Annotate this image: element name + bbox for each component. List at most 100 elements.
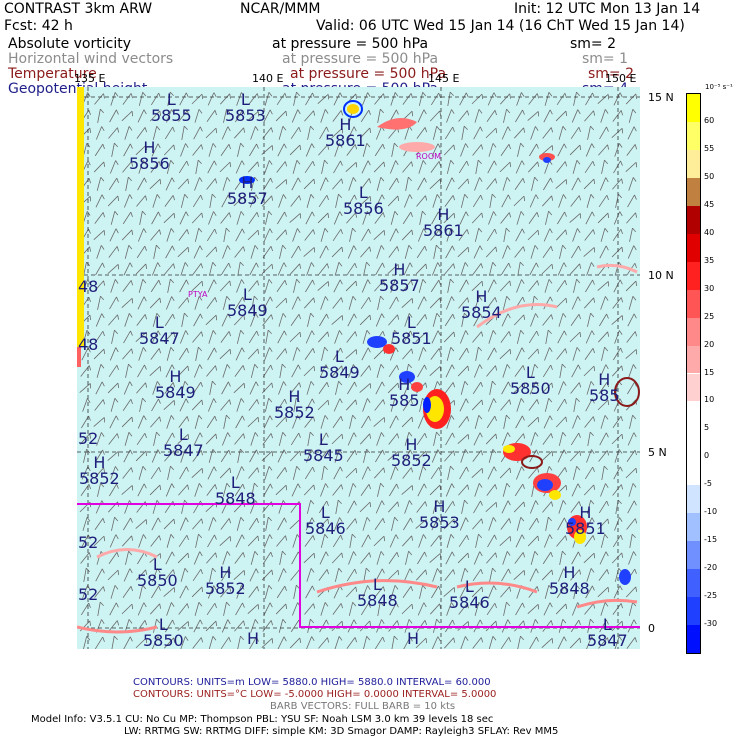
wind-barb bbox=[208, 636, 217, 649]
wind-barb bbox=[516, 92, 525, 106]
wind-barb bbox=[401, 485, 414, 495]
wind-barb bbox=[445, 177, 455, 191]
wind-barb bbox=[475, 533, 483, 548]
colorbar-tick-label: -10 bbox=[704, 507, 718, 517]
wind-barb bbox=[209, 380, 216, 395]
wind-barb bbox=[391, 329, 399, 344]
valid-time: Valid: 06 UTC Wed 15 Jan 14 (16 ChT Wed … bbox=[316, 18, 685, 34]
wind-barb bbox=[597, 94, 610, 104]
wind-barb bbox=[164, 450, 176, 462]
wind-barb bbox=[278, 381, 287, 395]
wind-barb bbox=[163, 212, 176, 224]
wind-barb bbox=[529, 568, 539, 582]
wind-barb bbox=[628, 296, 637, 310]
place-label: PTYA bbox=[188, 290, 208, 299]
wind-barb bbox=[613, 398, 623, 412]
wind-barb bbox=[289, 331, 302, 343]
wind-barb bbox=[150, 466, 161, 480]
wind-barb bbox=[221, 381, 231, 395]
wind-barb bbox=[94, 586, 106, 598]
wind-barb bbox=[107, 264, 120, 274]
wind-barb bbox=[137, 364, 147, 378]
wind-barb bbox=[570, 501, 581, 513]
wind-barb bbox=[443, 144, 456, 156]
wind-barb bbox=[291, 245, 301, 259]
wind-barb bbox=[373, 535, 386, 547]
wind-barb bbox=[584, 229, 596, 241]
wind-barb bbox=[472, 144, 484, 156]
wind-barb bbox=[541, 569, 554, 581]
wind-barb bbox=[543, 177, 553, 191]
height-value: 5852 bbox=[274, 403, 315, 422]
wind-barb bbox=[247, 535, 260, 547]
wind-barb bbox=[306, 499, 315, 514]
wind-barb bbox=[191, 586, 204, 598]
wind-barb bbox=[194, 109, 203, 123]
wind-barb bbox=[275, 179, 288, 189]
height-value: 5847 bbox=[163, 441, 204, 460]
wind-barb bbox=[167, 465, 175, 480]
wind-barb bbox=[461, 125, 468, 140]
wind-barb bbox=[347, 500, 357, 514]
wind-barb bbox=[334, 330, 343, 344]
wind-barb bbox=[138, 347, 147, 361]
wind-barb bbox=[178, 297, 190, 309]
wind-barb bbox=[363, 448, 371, 463]
wind-barb bbox=[193, 432, 203, 446]
wind-barb bbox=[179, 585, 189, 599]
wind-barb bbox=[417, 177, 427, 191]
wind-barb bbox=[276, 467, 287, 479]
colorbar-tick-label: 0 bbox=[704, 451, 710, 461]
wind-barb bbox=[319, 551, 329, 565]
wind-barb bbox=[460, 636, 469, 649]
wind-barb bbox=[611, 433, 624, 445]
wind-barb bbox=[138, 91, 147, 106]
wind-barb bbox=[583, 178, 596, 190]
colorbar-swatch bbox=[687, 485, 700, 514]
wind-barb bbox=[276, 229, 288, 241]
wind-barb bbox=[362, 92, 371, 106]
wind-barb bbox=[124, 432, 133, 446]
wind-barb bbox=[599, 245, 609, 259]
wind-barb bbox=[332, 534, 343, 548]
wind-barb bbox=[471, 586, 484, 598]
colorbar-swatch bbox=[687, 569, 700, 598]
wind-barb bbox=[248, 330, 259, 344]
wind-barb bbox=[306, 262, 315, 276]
wind-barb bbox=[556, 535, 568, 547]
wind-barb bbox=[95, 262, 105, 276]
height-center-label: H 5848 bbox=[549, 565, 590, 597]
wind-barb bbox=[374, 636, 385, 649]
wind-barb bbox=[235, 534, 245, 548]
wind-barb bbox=[599, 551, 609, 565]
wind-barb bbox=[275, 110, 288, 122]
wind-barb bbox=[206, 365, 218, 377]
wind-barb bbox=[585, 143, 595, 157]
wind-barb bbox=[333, 279, 343, 293]
wind-barb bbox=[289, 213, 302, 223]
wind-barb bbox=[178, 416, 189, 428]
wind-barb bbox=[447, 465, 455, 480]
wind-barb bbox=[584, 297, 596, 309]
wind-barb bbox=[361, 415, 371, 429]
contour-info-height: CONTOURS: UNITS=m LOW= 5880.0 HIGH= 5880… bbox=[133, 677, 491, 688]
colorbar-tick-label: 25 bbox=[704, 311, 715, 321]
wind-barb bbox=[276, 535, 288, 547]
wind-barb bbox=[236, 466, 245, 480]
wind-barb bbox=[237, 261, 244, 276]
wind-barb bbox=[235, 415, 245, 429]
wind-barb bbox=[444, 195, 455, 207]
wind-barb bbox=[404, 126, 413, 140]
wind-barb bbox=[221, 619, 231, 633]
high-marker: H bbox=[169, 367, 182, 386]
wind-barb bbox=[275, 297, 288, 309]
wind-barb bbox=[136, 432, 147, 446]
wind-barb bbox=[81, 415, 91, 429]
wind-barb bbox=[306, 381, 315, 395]
wind-barb bbox=[153, 431, 161, 446]
wind-barb bbox=[206, 297, 217, 309]
low-marker: L bbox=[230, 473, 240, 492]
colorbar-swatch bbox=[687, 429, 700, 458]
wind-barb bbox=[348, 177, 357, 191]
wind-barb bbox=[558, 126, 567, 140]
